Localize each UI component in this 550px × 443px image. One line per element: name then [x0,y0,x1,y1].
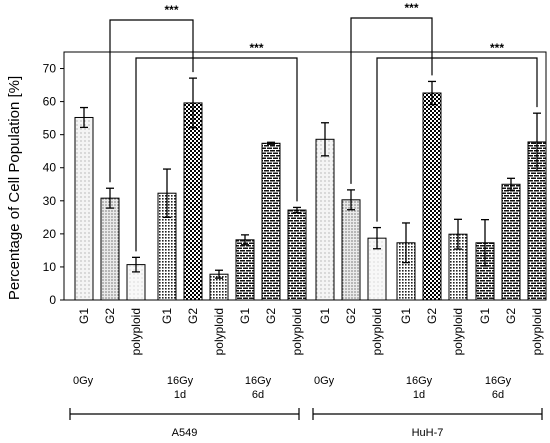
y-tick-label: 60 [43,95,57,109]
cell-line-label: HuH-7 [412,427,444,439]
condition-label: 16Gy [406,375,433,387]
significance-bracket [109,19,194,183]
significance-label: *** [164,3,178,17]
category-label: G1 [478,308,492,324]
y-tick-label: 50 [43,128,57,142]
significance-bracket [135,57,298,252]
category-label: polyploid [370,308,384,355]
category-label: polyploid [212,308,226,355]
condition-label: 0Gy [314,375,335,387]
cell-line-label: A549 [172,427,198,439]
category-label: G1 [399,308,413,324]
condition-label: 16Gy [167,375,194,387]
condition-sublabel: 6d [252,389,264,401]
category-label: G2 [103,308,117,324]
bar [501,183,521,301]
condition-sublabel: 1d [413,389,425,401]
bar [100,197,120,301]
bar [341,199,361,301]
y-tick-label: 30 [43,194,57,208]
bar [422,92,442,301]
bar [74,116,94,301]
y-tick-label: 0 [49,293,56,307]
condition-label: 16Gy [245,375,272,387]
significance-bracket [376,57,538,222]
condition-label: 16Gy [485,375,512,387]
category-label: polyploid [451,308,465,355]
significance-label: *** [490,41,504,55]
y-tick-label: 40 [43,161,57,175]
bar [287,209,307,301]
category-label: G2 [264,308,278,324]
category-label: G2 [504,308,518,324]
significance-layer: *** *** *** *** [109,1,538,252]
category-label: G1 [318,308,332,324]
bars-layer [74,77,547,301]
significance-bracket [350,17,433,184]
condition-label: 0Gy [73,375,94,387]
category-label: polyploid [530,308,544,355]
y-tick-label: 20 [43,227,57,241]
condition-sublabel: 1d [174,389,186,401]
bar [315,138,335,301]
condition-sublabel: 6d [492,389,504,401]
category-label: G2 [425,308,439,324]
category-label: G2 [344,308,358,324]
y-tick-label: 70 [43,62,57,76]
bar [261,142,281,301]
category-label: G1 [77,308,91,324]
y-axis-title: Percentage of Cell Population [%] [6,76,23,300]
significance-label: *** [404,1,418,15]
category-label: G1 [238,308,252,324]
bar [183,102,203,301]
category-label: G1 [160,308,174,324]
y-tick-label: 10 [43,260,57,274]
labels-layer: G1 G2 polyploid 0Gy G1 G2 polyploid 16Gy 1d G1 G2 p… [69,308,544,439]
category-label: polyploid [129,308,143,355]
significance-label: *** [249,41,263,55]
bar [235,239,255,301]
category-label: G2 [186,308,200,324]
category-label: polyploid [290,308,304,355]
